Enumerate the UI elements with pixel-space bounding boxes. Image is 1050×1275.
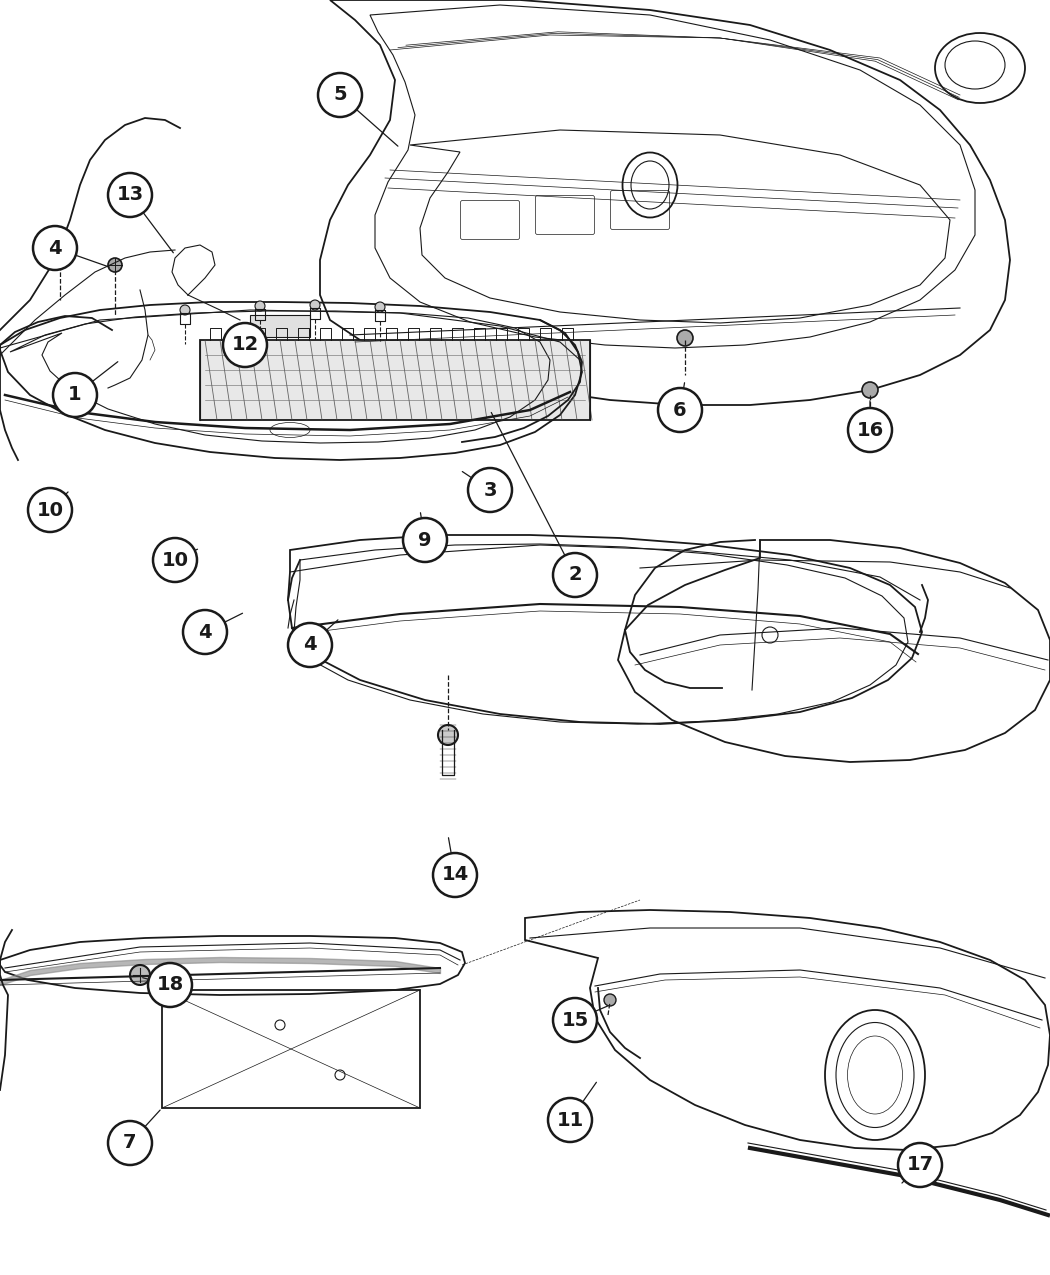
Text: 13: 13 <box>117 185 144 204</box>
Circle shape <box>553 553 597 597</box>
Text: 6: 6 <box>673 400 687 419</box>
Circle shape <box>862 382 878 398</box>
Text: 5: 5 <box>333 85 347 105</box>
Text: 15: 15 <box>562 1011 589 1029</box>
Circle shape <box>318 73 362 117</box>
Circle shape <box>548 1098 592 1142</box>
Text: 2: 2 <box>568 566 582 584</box>
Circle shape <box>438 725 458 745</box>
Circle shape <box>153 538 197 581</box>
Bar <box>250 315 310 337</box>
Circle shape <box>403 518 447 562</box>
Circle shape <box>677 330 693 346</box>
Circle shape <box>108 258 122 272</box>
Circle shape <box>255 301 265 311</box>
Circle shape <box>180 305 190 315</box>
Text: 10: 10 <box>37 501 63 519</box>
Circle shape <box>52 238 67 252</box>
Text: 18: 18 <box>156 975 184 994</box>
Circle shape <box>375 302 385 312</box>
Circle shape <box>33 226 77 270</box>
Circle shape <box>433 853 477 898</box>
Text: 11: 11 <box>556 1111 584 1130</box>
Text: 14: 14 <box>441 866 468 885</box>
Circle shape <box>183 609 227 654</box>
Text: 4: 4 <box>48 238 62 258</box>
Bar <box>200 340 590 419</box>
Circle shape <box>468 468 512 513</box>
Circle shape <box>898 1142 942 1187</box>
Text: 4: 4 <box>198 622 212 641</box>
Circle shape <box>52 374 97 417</box>
Text: 10: 10 <box>162 551 189 570</box>
Circle shape <box>108 173 152 217</box>
Text: 16: 16 <box>857 421 884 440</box>
Text: 7: 7 <box>123 1133 136 1153</box>
Circle shape <box>28 488 72 532</box>
Text: 1: 1 <box>68 385 82 404</box>
Circle shape <box>310 300 320 310</box>
Text: 17: 17 <box>906 1155 933 1174</box>
Circle shape <box>848 408 892 453</box>
Text: 12: 12 <box>231 335 258 354</box>
Circle shape <box>108 1121 152 1165</box>
Text: 4: 4 <box>303 635 317 654</box>
Circle shape <box>130 965 150 986</box>
Circle shape <box>658 388 702 432</box>
Text: 9: 9 <box>418 530 432 550</box>
Circle shape <box>223 323 267 367</box>
Text: 3: 3 <box>483 481 497 500</box>
Bar <box>162 989 420 1108</box>
Circle shape <box>288 623 332 667</box>
Circle shape <box>553 998 597 1042</box>
Circle shape <box>604 994 616 1006</box>
Circle shape <box>148 963 192 1007</box>
